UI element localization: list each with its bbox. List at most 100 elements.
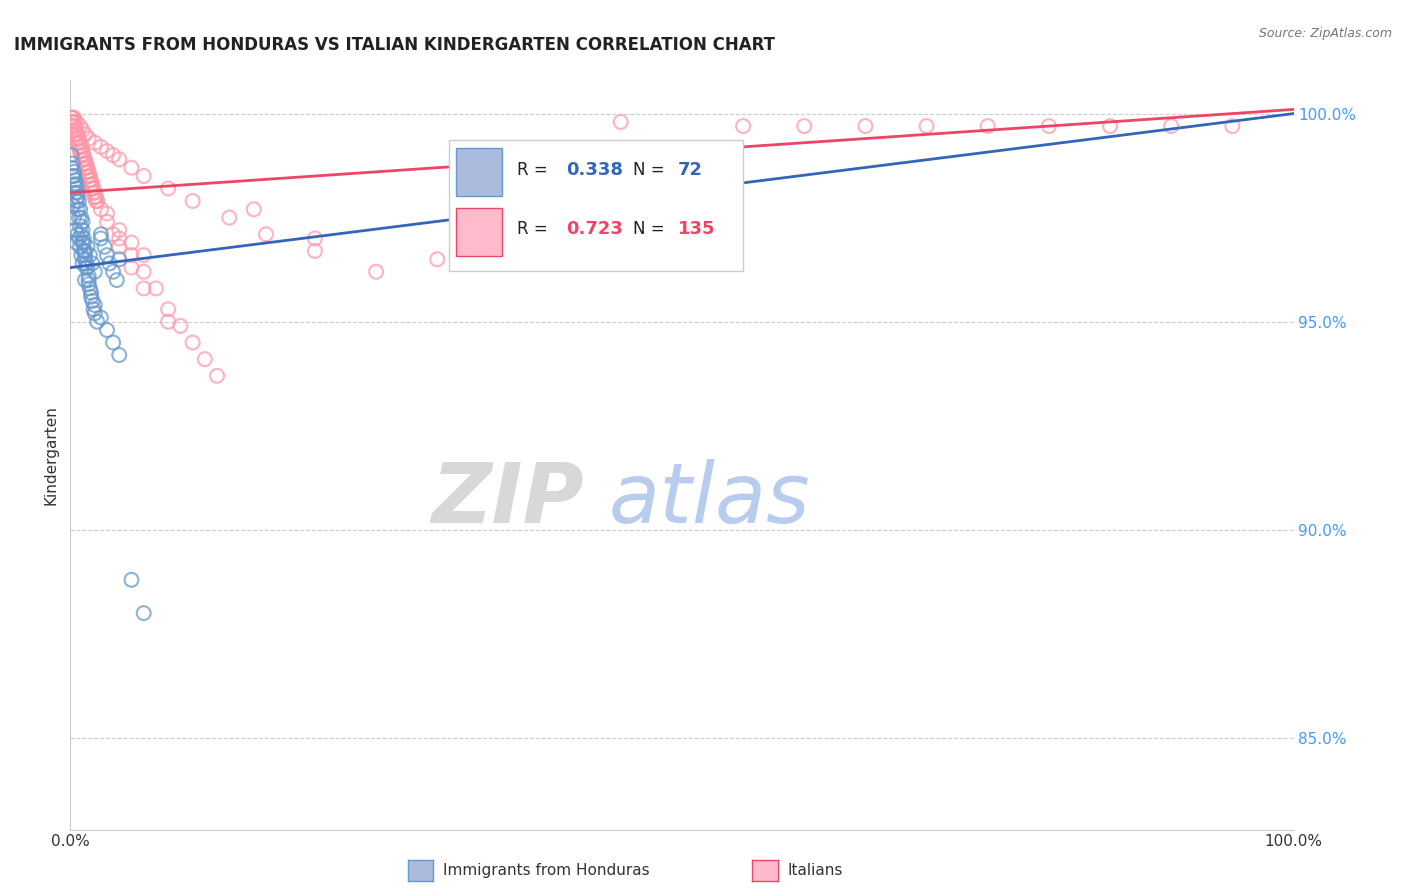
Point [83, 186, 105, 200]
Point [63, 123, 86, 137]
Point [76, 260, 98, 275]
Point [101, 335, 124, 350]
Point [80, 290, 103, 304]
Point [79, 169, 101, 183]
Point [90, 140, 112, 154]
Point [121, 573, 143, 587]
Point [63, 173, 86, 187]
Text: ZIP: ZIP [432, 459, 583, 541]
Point [1160, 119, 1182, 133]
Point [63, 211, 86, 225]
Point [108, 223, 131, 237]
Point [63, 178, 86, 192]
Point [62, 156, 84, 170]
Point [60, 148, 83, 162]
Point [93, 240, 115, 254]
Point [70, 140, 93, 154]
Point [121, 235, 143, 250]
Point [67, 136, 90, 150]
Point [610, 115, 633, 129]
Point [79, 281, 101, 295]
Point [83, 302, 105, 317]
Point [65, 123, 87, 137]
Point [65, 181, 87, 195]
Point [98, 256, 121, 270]
Point [77, 273, 100, 287]
Point [77, 268, 100, 283]
Point [63, 123, 86, 137]
Point [205, 368, 228, 383]
Point [60, 119, 83, 133]
Point [67, 136, 90, 150]
Point [72, 123, 94, 137]
Point [69, 202, 91, 217]
Text: N =: N = [633, 219, 665, 237]
Point [83, 265, 105, 279]
Point [77, 169, 100, 183]
Text: 72: 72 [678, 161, 703, 179]
Point [69, 140, 91, 154]
Text: N =: N = [633, 161, 665, 179]
Point [72, 256, 94, 270]
Point [79, 173, 101, 187]
Point [84, 190, 107, 204]
Point [66, 227, 89, 242]
Point [63, 165, 86, 179]
Text: R =: R = [517, 219, 547, 237]
Point [62, 115, 84, 129]
Point [83, 136, 105, 150]
Point [101, 227, 124, 242]
Point [62, 119, 84, 133]
FancyBboxPatch shape [456, 148, 502, 196]
Point [75, 156, 97, 170]
Point [96, 215, 118, 229]
Point [66, 186, 89, 200]
Point [69, 144, 91, 158]
Point [169, 318, 191, 333]
Point [62, 198, 84, 212]
Point [65, 128, 87, 142]
Point [181, 335, 204, 350]
Point [75, 256, 97, 270]
Point [96, 248, 118, 262]
Point [243, 202, 266, 217]
Point [793, 119, 815, 133]
Point [82, 181, 104, 195]
Point [70, 211, 93, 225]
Point [915, 119, 938, 133]
Point [181, 194, 204, 208]
Point [67, 131, 90, 145]
Point [75, 161, 97, 175]
Point [67, 140, 90, 154]
Point [1099, 119, 1122, 133]
Point [254, 227, 277, 242]
Point [66, 136, 89, 150]
Point [82, 181, 104, 195]
Point [83, 186, 105, 200]
Point [77, 131, 100, 145]
Point [63, 119, 86, 133]
Point [108, 348, 131, 362]
Point [83, 186, 105, 200]
Point [63, 123, 86, 137]
Point [69, 144, 91, 158]
Point [62, 119, 84, 133]
Point [90, 231, 112, 245]
Point [63, 119, 86, 133]
Text: Immigrants from Honduras: Immigrants from Honduras [443, 863, 650, 878]
Point [65, 178, 87, 192]
Point [101, 265, 124, 279]
Point [62, 111, 84, 125]
Point [82, 178, 104, 192]
Point [73, 153, 96, 167]
Point [194, 352, 217, 367]
Point [84, 194, 107, 208]
Point [69, 240, 91, 254]
Text: Source: ZipAtlas.com: Source: ZipAtlas.com [1258, 27, 1392, 40]
Point [70, 248, 93, 262]
Point [101, 148, 124, 162]
Y-axis label: Kindergarten: Kindergarten [44, 405, 59, 505]
Point [60, 111, 83, 125]
Point [132, 265, 155, 279]
Point [1038, 119, 1060, 133]
